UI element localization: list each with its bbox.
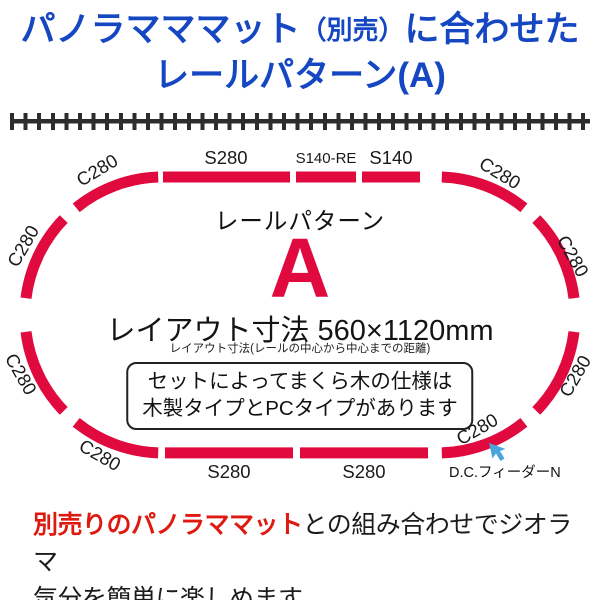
track-arc-sw: [72, 417, 159, 459]
title-line1-main: パノラマママット: [20, 10, 301, 49]
pattern-letter: A: [269, 221, 331, 315]
rail-track-divider-icon: [10, 113, 590, 130]
caption-rest-line1: との組み合わせでジオラマ: [33, 511, 572, 576]
bottom-caption: 別売りのパノラママットとの組み合わせでジオラマ 気分を簡単に楽しめます: [33, 507, 593, 600]
caption-highlight: 別売りのパノラママット: [33, 511, 303, 539]
tie-type-note-line2: 木製タイプとPCタイプがあります: [142, 397, 458, 420]
track-arc-se: [441, 417, 528, 459]
layout-dimensions: レイアウト寸法 560×1120mm: [106, 315, 494, 347]
label-bottom-s280-left: S280: [207, 461, 250, 482]
label-top-s140re: S140-RE: [296, 150, 357, 167]
track-arc-wnw: [20, 215, 68, 299]
label-top-s140: S140: [369, 147, 412, 168]
caption-line2: 気分を簡単に楽しめます: [33, 585, 303, 600]
title-line1-rest: に合わせた: [404, 10, 580, 49]
track-arc-nw: [72, 171, 159, 213]
layout-dimensions-note: レイアウト寸法(レールの中心から中心までの距離): [169, 343, 431, 355]
track-arc-ene: [532, 215, 580, 299]
title-line1: パノラマママット（別売）に合わせた: [0, 7, 600, 53]
feeder-arrow-icon: [489, 443, 506, 461]
track-arc-wsw: [20, 331, 68, 415]
label-bottom-s280-right: S280: [342, 461, 385, 482]
tie-type-note-box: セットによってまくら木の仕様は 木製タイプとPCタイプがあります: [126, 362, 474, 430]
page-title: パノラマママット（別売）に合わせた レールパターン(A): [0, 7, 600, 98]
feeder-label: D.C.フィーダーN: [449, 464, 561, 481]
diagram-heading: レールパターン: [214, 208, 386, 234]
tie-type-note-line1: セットによってまくら木の仕様は: [147, 370, 453, 393]
title-line2: レールパターン(A): [154, 56, 446, 95]
title-line1-paren: （別売）: [300, 15, 405, 45]
label-top-s280: S280: [204, 147, 247, 168]
track-arc-ne: [441, 171, 528, 213]
track-arc-ese: [532, 331, 580, 415]
